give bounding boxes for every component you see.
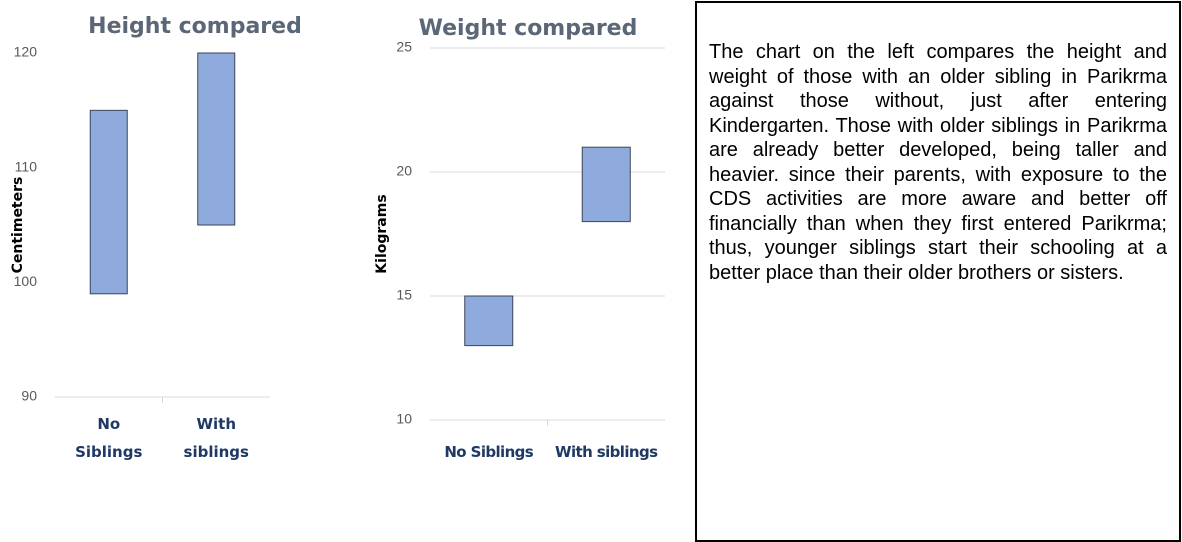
text-box: The chart on the left compares the heigh… — [695, 1, 1181, 542]
y-tick-label: 100 — [14, 273, 38, 289]
y-tick-label: 120 — [14, 44, 38, 60]
y-axis-label: Kilograms — [374, 194, 390, 273]
y-tick-label: 110 — [15, 158, 38, 174]
charts: Height compared Centimeters 90 100 110 120 Wei… — [10, 14, 665, 427]
y-tick-label: 90 — [21, 388, 37, 404]
y-tick-label: 20 — [396, 163, 412, 179]
x-tick-label: With siblings — [555, 443, 658, 461]
y-tick-label: 25 — [396, 39, 412, 55]
bar — [581, 146, 631, 223]
bar — [464, 295, 514, 347]
page: Height compared Centimeters 90 100 110 120 Wei… — [10, 1, 1181, 542]
x-tick-label: No Siblings — [444, 443, 534, 461]
chart-title: Weight compared — [419, 16, 638, 41]
bar — [197, 52, 236, 226]
y-axis-label: Centimeters — [10, 177, 26, 274]
bar — [89, 109, 128, 295]
x-tick-label: No Siblings — [75, 415, 143, 461]
chart-title: Height compared — [88, 14, 302, 39]
y-tick-label: 10 — [396, 411, 412, 427]
x-tick-label: With siblings — [183, 415, 249, 461]
y-tick-label: 15 — [396, 287, 412, 303]
